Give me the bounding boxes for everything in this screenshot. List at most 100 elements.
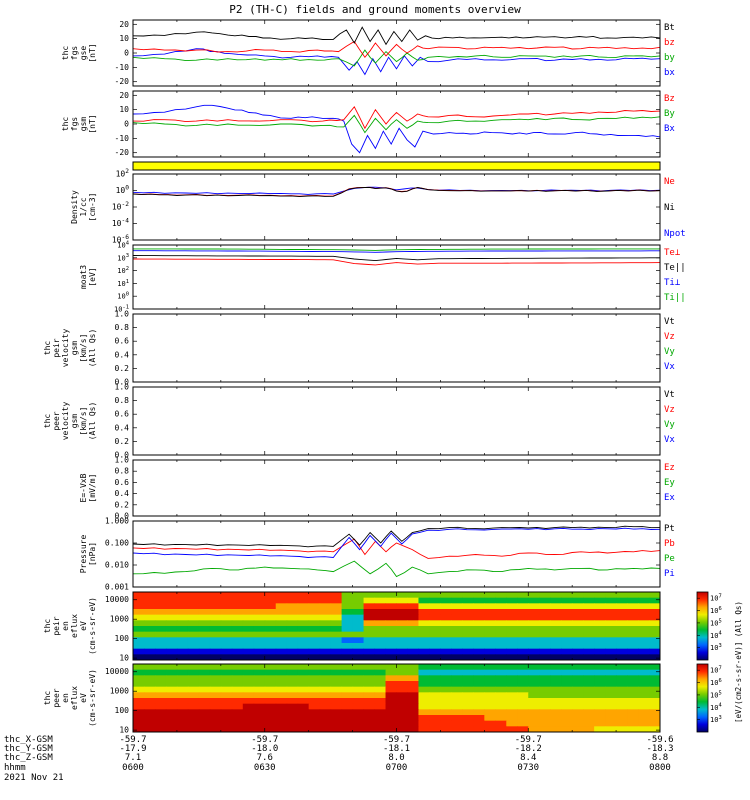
spec-cell <box>330 609 343 616</box>
spec-cell <box>352 692 365 699</box>
spec-cell <box>506 720 518 727</box>
spec-cell <box>242 648 255 655</box>
spec-cell <box>550 614 562 621</box>
spec-cell <box>275 592 288 599</box>
spec-cell <box>220 726 233 733</box>
spec-cell <box>572 648 584 655</box>
spec-cell <box>187 726 200 733</box>
spec-cell <box>517 614 529 621</box>
spec-cell <box>627 715 639 722</box>
spec-cell <box>341 664 354 671</box>
spec-cell <box>154 620 167 627</box>
spec-cell <box>583 664 595 671</box>
spec-cell <box>550 669 562 676</box>
spec-cell <box>462 692 474 699</box>
y-tick-label: 1000 <box>110 615 129 624</box>
spec-cell <box>429 631 441 638</box>
spec-cell <box>396 669 408 676</box>
spec-cell <box>517 703 529 710</box>
spec-cell <box>429 597 441 604</box>
spec-cell <box>176 703 189 710</box>
spec-cell <box>165 726 178 733</box>
spec-cell <box>209 681 222 688</box>
spec-cell <box>231 720 244 727</box>
spec-cell <box>396 614 408 621</box>
spec-cell <box>594 654 606 661</box>
spec-cell <box>297 592 310 599</box>
spec-cell <box>484 664 496 671</box>
spec-cell <box>561 643 573 650</box>
spec-cell <box>341 698 354 705</box>
spec-cell <box>176 664 189 671</box>
spec-cell <box>528 603 540 610</box>
spec-cell <box>352 614 365 621</box>
spec-cell <box>440 709 452 716</box>
spec-cell <box>165 609 178 616</box>
spec-cell <box>616 654 628 661</box>
spec-cell <box>616 669 628 676</box>
spec-cell <box>528 592 540 599</box>
spec-cell <box>220 609 233 616</box>
spec-cell <box>198 664 211 671</box>
panel-ylabel-line: moat3 <box>79 265 88 289</box>
spec-cell <box>605 709 617 716</box>
panel-ylabel-line: velocity <box>61 329 70 368</box>
spec-cell <box>429 715 441 722</box>
spec-cell <box>583 637 595 644</box>
spec-cell <box>638 726 650 733</box>
spec-cell <box>165 709 178 716</box>
spec-cell <box>473 720 485 727</box>
spec-cell <box>187 669 200 676</box>
spec-cell <box>528 686 540 693</box>
spec-cell <box>638 620 650 627</box>
colorbar-tick-label: 107 <box>710 666 722 675</box>
legend-Vx: Vx <box>664 362 675 372</box>
spec-cell <box>330 614 343 621</box>
spec-cell <box>407 686 419 693</box>
spec-cell <box>231 592 244 599</box>
spec-cell <box>176 715 189 722</box>
spec-cell <box>451 603 463 610</box>
spec-cell <box>308 720 321 727</box>
spec-cell <box>275 643 288 650</box>
spec-cell <box>275 614 288 621</box>
spec-cell <box>528 681 540 688</box>
spec-cell <box>231 709 244 716</box>
spec-cell <box>231 686 244 693</box>
spec-cell <box>330 669 343 676</box>
spec-cell <box>484 726 496 733</box>
spec-cell <box>451 715 463 722</box>
spec-cell <box>209 603 222 610</box>
spec-cell <box>220 703 233 710</box>
spec-cell <box>352 648 365 655</box>
spec-cell <box>286 681 299 688</box>
spec-cell <box>616 648 628 655</box>
y-tick-label: 100 <box>115 634 130 643</box>
spec-cell <box>297 703 310 710</box>
y-tick-label: 0.0 <box>115 512 130 521</box>
spec-cell <box>253 637 266 644</box>
spec-cell <box>363 603 376 610</box>
y-tick-label: -10 <box>115 134 130 143</box>
spec-cell <box>484 609 496 616</box>
spec-cell <box>363 675 376 682</box>
spec-cell <box>451 643 463 650</box>
spec-cell <box>133 603 145 610</box>
spec-cell <box>154 614 167 621</box>
spec-cell <box>407 692 419 699</box>
spec-cell <box>286 715 299 722</box>
spec-cell <box>176 654 189 661</box>
legend-Pt: Pt <box>664 524 675 534</box>
spec-cell <box>572 675 584 682</box>
spec-cell <box>495 686 507 693</box>
spec-cell <box>616 592 628 599</box>
spec-cell <box>649 592 661 599</box>
spec-cell <box>616 603 628 610</box>
spec-cell <box>638 648 650 655</box>
spec-cell <box>231 681 244 688</box>
spec-cell <box>627 631 639 638</box>
spec-cell <box>407 643 419 650</box>
spec-cell <box>253 709 266 716</box>
spec-cell <box>451 631 463 638</box>
spec-cell <box>649 703 661 710</box>
